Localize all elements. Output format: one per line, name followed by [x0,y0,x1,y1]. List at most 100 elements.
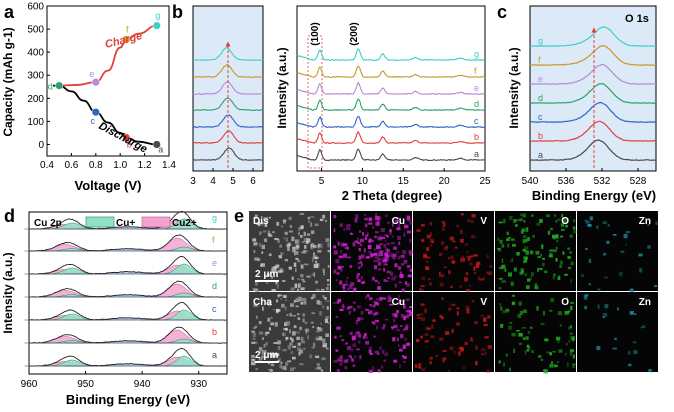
map-speckle [325,238,330,243]
map-speckle [271,353,276,358]
map-speckle [539,268,543,270]
map-speckle [384,252,389,257]
map-speckle [548,254,553,258]
map-speckle [483,324,488,327]
map-speckle [467,219,471,222]
map-speckle [342,253,347,258]
map-speckle [377,222,381,226]
map-speckle [358,255,362,260]
map-speckle [357,305,361,309]
map-speckle [290,287,294,292]
map-speckle [312,258,314,263]
map-speckle [339,255,343,258]
map-speckle [289,312,292,317]
map-speckle [262,350,267,355]
map-speckle [376,216,381,221]
map-speckle [268,362,270,365]
map-speckle [451,260,456,264]
map-speckle [254,214,258,219]
map-speckle [397,217,401,220]
map-speckle [559,324,562,327]
map-speckle [367,231,369,236]
map-speckle [456,224,459,228]
map-speckle [377,268,382,271]
map-speckle [255,315,258,319]
map-speckle [313,263,318,269]
map-speckle [305,250,309,252]
map-speckle [405,315,410,319]
map-speckle [442,350,447,352]
map-speckle [364,333,367,337]
map-speckle [425,260,429,263]
map-speckle [386,235,389,238]
element-label: V [480,216,487,227]
map-speckle [549,252,553,255]
map-speckle [325,333,329,337]
map-speckle [355,320,358,325]
o1s-trace-a [529,139,657,161]
map-speckle [350,233,354,235]
element-label: Zn [639,216,651,227]
map-speckle [391,235,394,238]
map-speckle [297,347,301,351]
map-speckle [420,303,425,306]
map-speckle [654,285,658,288]
map-speckle [540,358,544,361]
map-speckle [634,313,637,315]
map-speckle [560,235,564,238]
map-speckle [268,253,272,257]
map-speckle [374,235,377,239]
map-speckle [353,308,356,312]
data-point-g [152,21,161,30]
map-speckle [450,285,453,288]
map-speckle [282,280,286,282]
map-speckle [501,244,505,248]
map-speckle [530,250,534,254]
map-speckle [321,338,326,343]
map-speckle [552,276,555,280]
map-speckle [264,217,269,222]
panel-letter-c: c [497,2,507,22]
map-speckle [298,227,301,231]
map-speckle [281,365,285,370]
map-speckle [367,222,372,225]
y-tick-label: 300 [27,71,44,82]
map-speckle [289,342,292,346]
map-speckle [465,305,470,310]
map-speckle [553,249,557,252]
map-speckle [471,213,476,218]
map-speckle [297,231,300,236]
map-speckle [458,351,461,356]
map-speckle [509,260,514,263]
map-speckle [385,214,388,218]
map-speckle [306,275,311,278]
panel-a-curves [53,24,157,146]
map-speckle [528,345,531,350]
x-tick-label: 540 [522,176,539,187]
panel-c-xlabel: Binding Energy (eV) [532,188,656,203]
map-speckle [525,258,528,263]
map-speckle [364,214,367,216]
map-speckle [424,333,429,336]
map-speckle [341,305,345,310]
legend-label-cu-plus: Cu+ [116,218,135,229]
map-speckle [530,272,534,277]
map-speckle [368,297,373,301]
map-speckle [405,310,409,313]
map-speckle [333,215,337,218]
map-speckle [417,366,422,369]
map-speckle [372,312,377,316]
map-speckle [508,325,513,330]
map-speckle [449,303,452,306]
legend-swatch-cu-plus [85,216,115,228]
panel-a-points: a b c d e f g [48,11,164,155]
map-speckle [280,225,284,228]
map-speckle [429,232,432,237]
map-speckle [374,215,379,220]
map-speckle [558,275,561,280]
map-speckle [387,300,391,302]
map-speckle [351,358,354,362]
map-speckle [499,303,502,308]
map-speckle [336,359,341,362]
map-speckle [292,345,297,348]
